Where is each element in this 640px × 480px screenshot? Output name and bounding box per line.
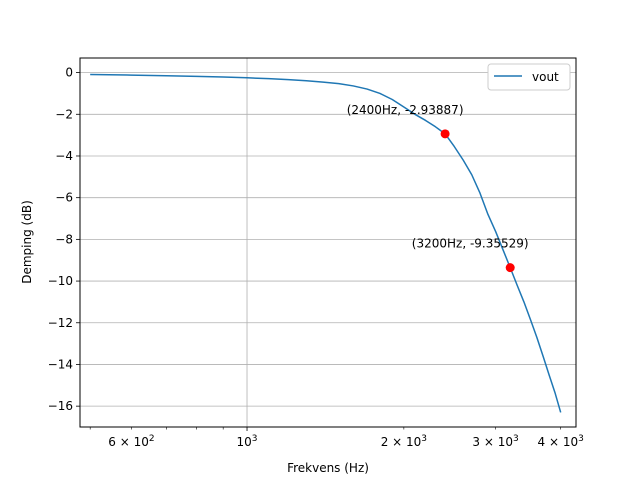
x-axis: 103 6 × 102 2 × 103 3 × 103 4 × 103 xyxy=(89,427,584,449)
data-point-annotation: (2400Hz, -2.93887) xyxy=(347,103,464,117)
series-layer xyxy=(90,73,562,413)
x-tick-label: 6 × 102 xyxy=(108,434,154,449)
legend: vout xyxy=(487,63,571,91)
y-tick-label: −10 xyxy=(48,274,73,288)
y-tick-label: −12 xyxy=(48,316,73,330)
y-tick-label: −14 xyxy=(48,357,73,371)
y-tick-label: −4 xyxy=(55,149,73,163)
y-axis: 0 −2 −4 −6 −8 −10 −12 −14 −16 xyxy=(48,66,80,413)
data-point-marker xyxy=(505,263,515,273)
y-tick-label: −16 xyxy=(48,399,73,413)
y-tick-label: −8 xyxy=(55,232,73,246)
plot-frame xyxy=(79,57,577,428)
y-tick-label: 0 xyxy=(65,66,73,80)
x-tick-label: 103 xyxy=(237,434,258,449)
series-line-vout xyxy=(90,73,562,413)
x-tick-label: 2 × 103 xyxy=(381,434,427,449)
y-tick-label: −6 xyxy=(55,191,73,205)
y-axis-title: Demping (dB) xyxy=(20,200,34,284)
data-point-marker xyxy=(440,129,450,139)
legend-label: vout xyxy=(532,70,559,84)
legend-box xyxy=(487,63,571,91)
grid xyxy=(80,58,576,427)
x-tick-label: 4 × 103 xyxy=(538,434,584,449)
y-tick-label: −2 xyxy=(55,107,73,121)
data-point-annotation: (3200Hz, -9.35529) xyxy=(412,237,529,251)
x-axis-title: Frekvens (Hz) xyxy=(287,461,369,475)
x-tick-label: 3 × 103 xyxy=(472,434,518,449)
markers: (2400Hz, -2.93887) (3200Hz, -9.35529) xyxy=(347,103,529,273)
